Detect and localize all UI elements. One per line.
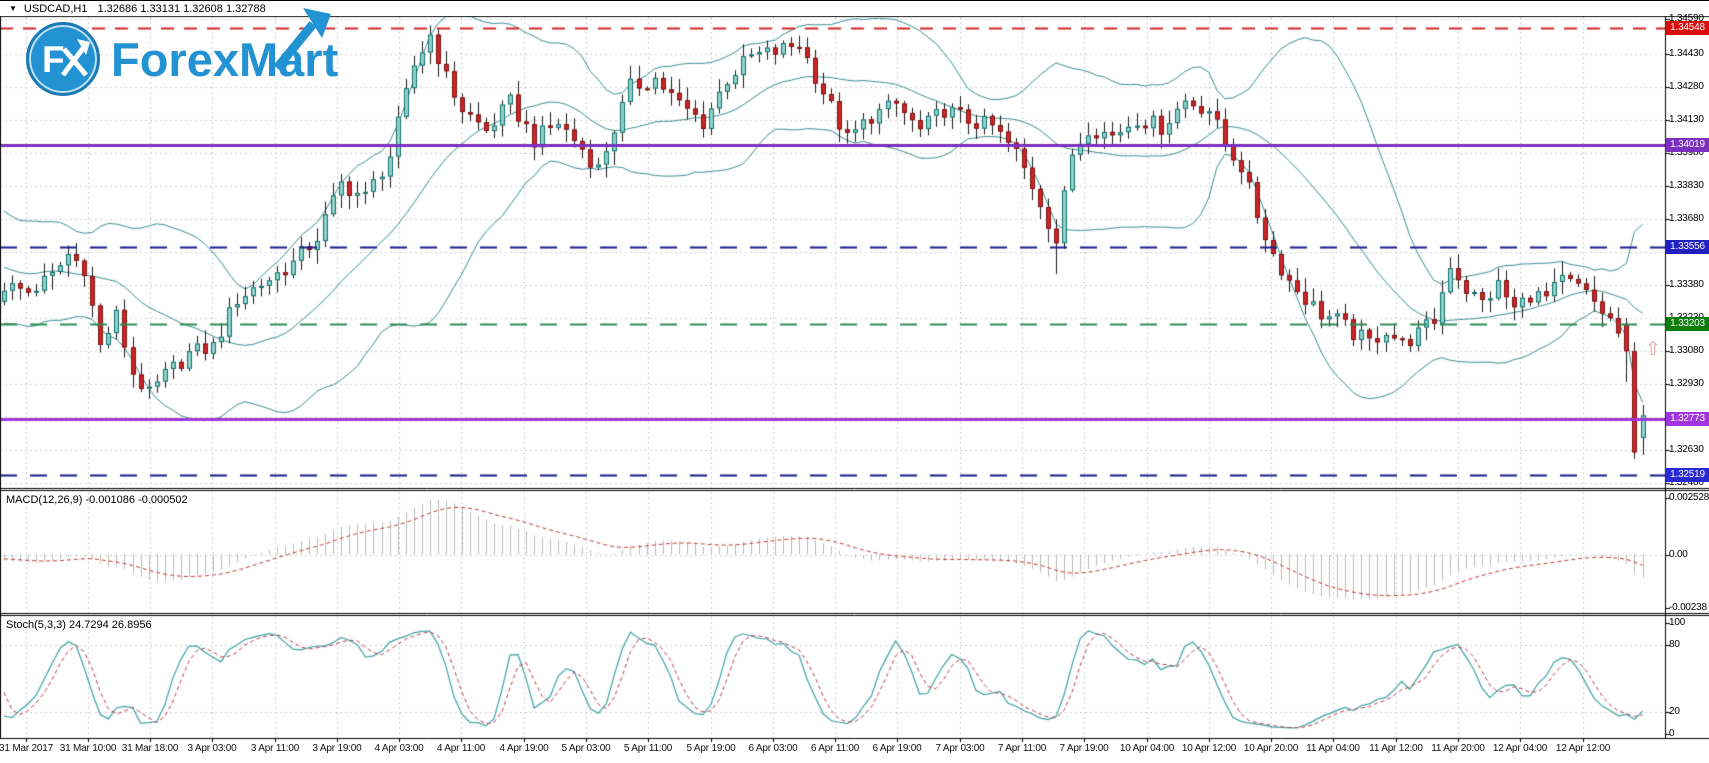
stoch-axis-label: 80 [1669, 639, 1680, 650]
time-axis-label: 3 Apr 19:00 [312, 743, 362, 754]
macd-axis-label: 0.002528 [1669, 492, 1709, 503]
time-axis-label: 7 Apr 11:00 [997, 743, 1047, 754]
logo-letter-f: F [42, 39, 65, 80]
time-axis-label: 10 Apr 12:00 [1181, 743, 1237, 754]
chart-dropdown-icon[interactable]: ▼ [9, 4, 17, 13]
chart-ohlc-values: 1.32686 1.33131 1.32608 1.32788 [97, 2, 266, 15]
time-axis-label: 7 Apr 03:00 [935, 743, 985, 754]
chart-title-bar: ▼ USDCAD,H1 1.32686 1.33131 1.32608 1.32… [0, 1, 1709, 16]
time-axis-label: 3 Apr 03:00 [187, 743, 237, 754]
forexmart-logo-icon: F [26, 22, 100, 96]
price-axis-label: 1.33680 [1669, 213, 1704, 224]
time-axis-label: 12 Apr 12:00 [1555, 743, 1611, 754]
price-axis-label: 1.34590 [1669, 13, 1704, 24]
time-axis-label: 11 Apr 12:00 [1369, 743, 1423, 754]
price-axis-label: 1.34430 [1669, 48, 1704, 59]
price-axis-label: 1.32630 [1669, 444, 1704, 455]
price-level-badge: 1.34548 [1666, 21, 1709, 35]
time-axis-label: 6 Apr 11:00 [810, 743, 860, 754]
price-axis-label: 1.33830 [1669, 180, 1704, 191]
time-axis-label: 5 Apr 03:00 [561, 743, 611, 754]
stoch-indicator-label: Stoch(5,3,3) 24.7294 26.8956 [6, 619, 152, 631]
forexmart-logo: F ForexMart [26, 8, 339, 96]
time-axis-label: 4 Apr 03:00 [374, 743, 424, 754]
price-level-badge: 1.33556 [1666, 240, 1709, 254]
time-axis-label: 6 Apr 19:00 [872, 743, 922, 754]
macd-axis-label: -0.00238 [1669, 602, 1707, 613]
price-axis-label: 1.34280 [1669, 81, 1704, 92]
time-axis-label: 31 Mar 2017 [0, 743, 53, 754]
forexmart-logo-text: ForexMart [111, 32, 339, 86]
time-axis-label: 10 Apr 04:00 [1119, 743, 1175, 754]
price-axis-label: 1.33380 [1669, 279, 1704, 290]
time-axis-label: 4 Apr 11:00 [436, 743, 486, 754]
time-axis-label: 12 Apr 04:00 [1492, 743, 1548, 754]
chart-symbol-period: USDCAD,H1 [23, 2, 88, 15]
price-axis-label: 1.32930 [1669, 378, 1704, 389]
time-axis-label: 6 Apr 03:00 [748, 743, 798, 754]
stoch-axis-label: 0 [1669, 728, 1675, 739]
time-axis-label: 31 Mar 18:00 [121, 743, 179, 754]
time-axis-label: 11 Apr 04:00 [1306, 743, 1360, 754]
price-level-badge: 1.32773 [1666, 412, 1709, 426]
price-level-badge: 1.33203 [1666, 317, 1709, 331]
macd-indicator-label: MACD(12,26,9) -0.001086 -0.000502 [6, 494, 188, 506]
price-axis-label: 1.32480 [1669, 477, 1704, 488]
macd-axis-label: 0.00 [1669, 549, 1688, 560]
time-axis-label: 5 Apr 19:00 [686, 743, 736, 754]
time-axis-label: 4 Apr 19:00 [499, 743, 549, 754]
price-axis-label: 1.33080 [1669, 345, 1704, 356]
time-axis-label: 3 Apr 11:00 [250, 743, 300, 754]
up-arrow-marker: ⇧ [1644, 339, 1661, 361]
price-axis-label: 1.34130 [1669, 114, 1704, 125]
time-axis-label: 5 Apr 11:00 [623, 743, 673, 754]
price-axis-label: 1.33980 [1669, 147, 1704, 158]
time-axis-label: 7 Apr 19:00 [1059, 743, 1109, 754]
price-level-badge: 1.34019 [1666, 138, 1709, 152]
time-axis-label: 10 Apr 20:00 [1243, 743, 1299, 754]
time-axis-label: 11 Apr 20:00 [1431, 743, 1485, 754]
logo-fx-arrow-icon [61, 39, 90, 77]
time-axis-label: 31 Mar 10:00 [59, 743, 117, 754]
stoch-axis-label: 100 [1669, 617, 1686, 628]
stoch-axis-label: 20 [1669, 706, 1680, 717]
price-level-badge: 1.32519 [1666, 468, 1709, 482]
